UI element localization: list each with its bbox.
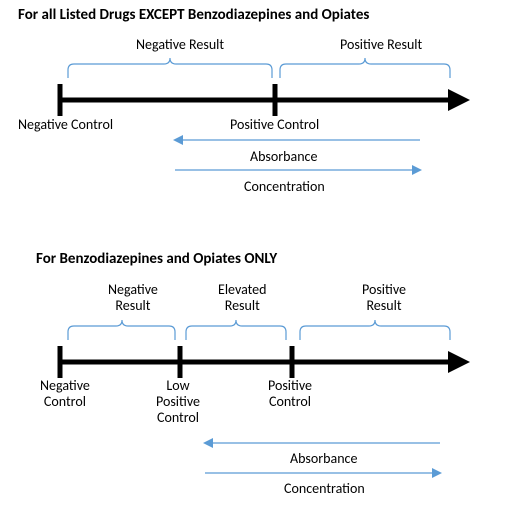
d2-bracket-2 (186, 320, 286, 340)
d2-absorbance-arrowhead (203, 438, 213, 448)
d2-axis-arrowhead (448, 351, 470, 373)
d2-svg (0, 248, 508, 508)
d1-absorbance-arrowhead (173, 135, 183, 145)
d1-svg (0, 0, 508, 210)
d2-bracket-1 (68, 320, 175, 340)
d2-concentration-arrowhead (432, 468, 442, 478)
d2-bracket-3 (300, 320, 450, 340)
d1-axis-arrowhead (448, 89, 470, 111)
d1-bracket-1 (68, 58, 272, 78)
d1-bracket-2 (280, 58, 450, 78)
d1-concentration-arrowhead (412, 165, 422, 175)
